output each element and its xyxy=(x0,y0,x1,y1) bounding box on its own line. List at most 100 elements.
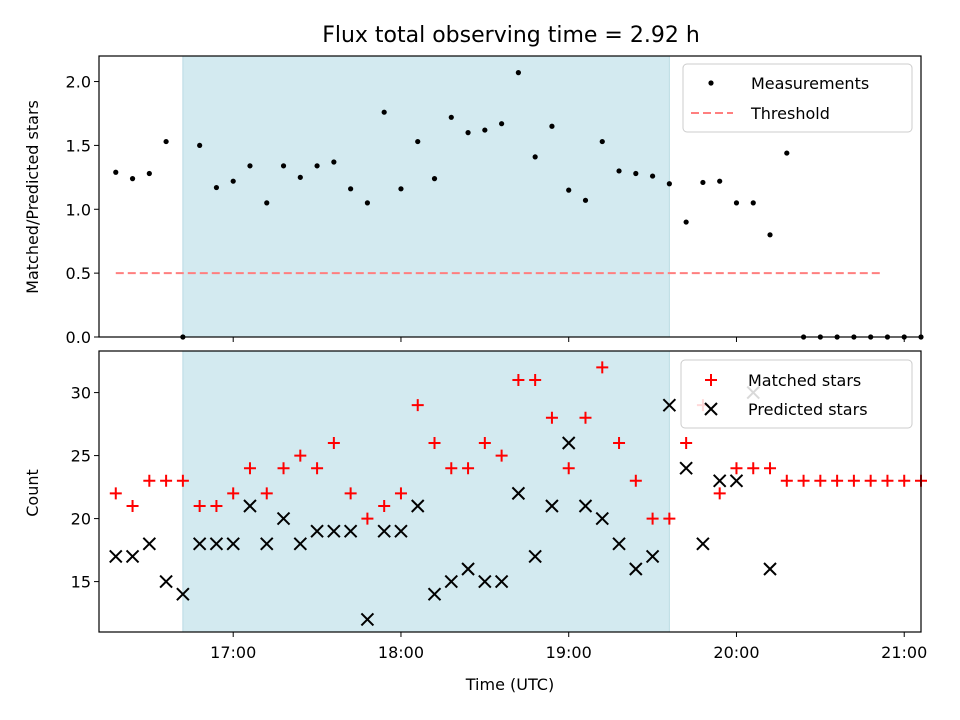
measurement-point xyxy=(599,138,605,145)
predicted-star-point xyxy=(595,511,609,526)
matched-star-point xyxy=(764,462,777,475)
measurement-point xyxy=(247,163,253,169)
measurement-point xyxy=(364,200,371,206)
top-x-ticks xyxy=(232,337,905,342)
chart-title: Flux total observing time = 2.92 h xyxy=(322,23,700,48)
top-y-tick-label: 2.0 xyxy=(66,73,91,92)
matched-star-point xyxy=(730,462,743,475)
predicted-star-point xyxy=(696,537,710,551)
matched-stars-series xyxy=(109,361,927,525)
measurement-point xyxy=(499,121,505,127)
bottom-y-tick-label: 15 xyxy=(71,573,91,592)
measurement-point xyxy=(515,70,521,76)
predicted-star-point xyxy=(293,537,308,551)
bottom-series-layer xyxy=(109,361,927,627)
x-tick-label: 18:00 xyxy=(378,643,424,662)
predicted-star-point xyxy=(276,511,291,526)
predicted-star-point xyxy=(243,499,257,513)
predicted-star-point xyxy=(478,574,492,589)
measurement-point xyxy=(146,170,152,177)
measurement-point xyxy=(549,123,555,129)
matched-star-point xyxy=(160,474,173,487)
matched-star-point xyxy=(462,462,475,475)
measurements-legend-marker xyxy=(708,80,714,86)
measurement-point xyxy=(415,138,421,145)
predicted-star-point xyxy=(394,524,408,538)
matched-star-point xyxy=(210,499,223,512)
matched-star-point xyxy=(193,499,206,512)
bottom-y-tick-label: 25 xyxy=(71,447,91,466)
predicted-star-point xyxy=(226,537,240,551)
matched-star-point xyxy=(243,462,256,475)
matched-star-point xyxy=(847,474,860,487)
matched-star-point xyxy=(646,512,659,525)
top-legend-box xyxy=(682,63,913,133)
measurement-point xyxy=(264,200,270,206)
top-axes-frame xyxy=(98,55,922,338)
measurement-point xyxy=(331,159,337,165)
matched-star-point xyxy=(881,474,894,487)
measurement-point xyxy=(431,176,438,182)
predicted-star-point xyxy=(176,587,190,601)
bottom-y-ticks: 15 20 25 30 xyxy=(71,384,99,592)
predicted-star-point xyxy=(444,574,458,589)
matched-star-point xyxy=(378,499,391,512)
measurement-point xyxy=(280,163,287,169)
measurement-point xyxy=(381,109,387,115)
matched-star-point xyxy=(814,474,827,487)
matched-star-point xyxy=(394,487,407,500)
matched-star-point xyxy=(344,487,357,500)
matched-star-point xyxy=(797,474,810,487)
measurement-point xyxy=(398,186,404,192)
measurement-point xyxy=(649,173,656,179)
x-tick-label: 20:00 xyxy=(713,643,759,662)
x-tick-label: 19:00 xyxy=(546,643,592,662)
matched-star-point xyxy=(495,449,508,462)
matched-star-point xyxy=(227,487,240,500)
top-y-tick-label: 0.0 xyxy=(66,328,91,347)
predicted-star-point xyxy=(545,499,559,513)
measurement-point xyxy=(113,169,119,175)
matched-star-point xyxy=(294,449,307,462)
measurement-point xyxy=(566,187,572,193)
predicted-star-point xyxy=(260,537,274,551)
bottom-observing-window xyxy=(182,350,670,633)
predicted-star-point xyxy=(327,524,341,538)
bottom-y-tick-label: 20 xyxy=(71,510,91,529)
measurement-point xyxy=(633,170,639,177)
top-series-layer xyxy=(113,70,924,340)
predicted-star-point xyxy=(578,499,593,513)
matched-star-point xyxy=(596,361,609,374)
x-tick-label: 17:00 xyxy=(210,643,256,662)
matched-star-point xyxy=(428,436,441,449)
predicted-star-point xyxy=(494,574,509,589)
measurement-point xyxy=(230,178,236,184)
x-tick-label: 21:00 xyxy=(881,643,927,662)
matched-star-point xyxy=(831,474,844,487)
predicted-star-point xyxy=(360,612,375,627)
measurement-point xyxy=(129,176,136,182)
predicted-star-point xyxy=(612,537,626,551)
measurement-point xyxy=(767,232,773,238)
measurements-series xyxy=(113,70,924,340)
top-y-axis-label: Matched/Predicted stars xyxy=(23,100,42,294)
bottom-legend: Matched stars Predicted stars xyxy=(680,359,913,429)
measurement-point xyxy=(197,142,203,149)
matched-star-point xyxy=(562,462,575,475)
measurement-point xyxy=(717,178,723,184)
predicted-star-point xyxy=(192,537,207,551)
matched-star-point xyxy=(277,462,290,475)
matched-star-point xyxy=(680,436,693,449)
matched-star-point xyxy=(747,462,760,475)
top-y-ticks: 0.0 0.5 1.0 1.5 2.0 xyxy=(66,73,99,347)
top-y-tick-label: 0.5 xyxy=(66,264,91,283)
predicted-stars-legend-marker xyxy=(704,402,718,416)
top-y-tick-label: 1.0 xyxy=(66,200,91,219)
matched-star-point xyxy=(143,474,156,487)
measurement-point xyxy=(348,186,354,192)
predicted-star-point xyxy=(209,537,224,551)
measurement-point xyxy=(297,174,303,180)
matched-star-point xyxy=(311,462,324,475)
predicted-star-point xyxy=(712,474,727,488)
